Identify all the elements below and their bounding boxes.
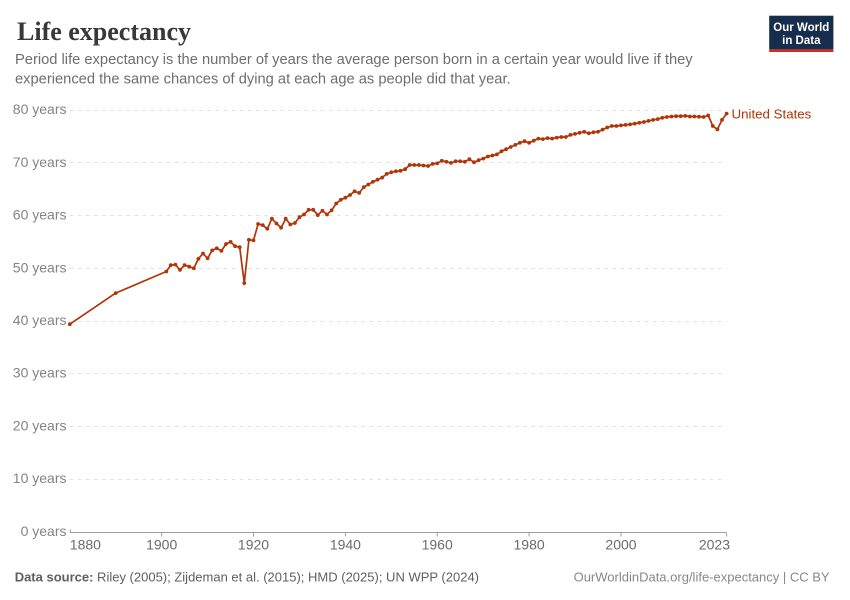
svg-text:2023: 2023 [699,537,730,553]
svg-text:10 years: 10 years [13,470,67,486]
svg-text:80 years: 80 years [13,101,67,117]
svg-text:1880: 1880 [70,537,101,553]
svg-text:Data source: Riley (2005); Zij: Data source: Riley (2005); Zijdeman et a… [15,570,479,585]
svg-text:70 years: 70 years [13,154,67,170]
svg-text:1960: 1960 [422,537,453,553]
svg-text:Our World: Our World [773,22,829,34]
svg-text:40 years: 40 years [13,312,67,328]
svg-text:30 years: 30 years [13,365,67,381]
svg-text:Period life expectancy is the: Period life expectancy is the number of … [15,52,693,68]
svg-text:1940: 1940 [330,537,361,553]
svg-text:1980: 1980 [514,537,545,553]
svg-text:Life expectancy: Life expectancy [17,17,191,46]
svg-text:0 years: 0 years [21,523,67,539]
svg-text:2000: 2000 [605,537,636,553]
svg-text:experienced the same chances o: experienced the same chances of dying at… [15,72,511,88]
svg-text:1920: 1920 [238,537,269,553]
svg-text:OurWorldinData.org/life-expect: OurWorldinData.org/life-expectancy | CC … [574,570,830,585]
svg-text:50 years: 50 years [13,259,67,275]
svg-text:60 years: 60 years [13,207,67,223]
svg-text:1900: 1900 [146,537,177,553]
svg-text:in Data: in Data [782,35,821,47]
svg-text:United States: United States [732,106,812,121]
svg-text:20 years: 20 years [13,418,67,434]
